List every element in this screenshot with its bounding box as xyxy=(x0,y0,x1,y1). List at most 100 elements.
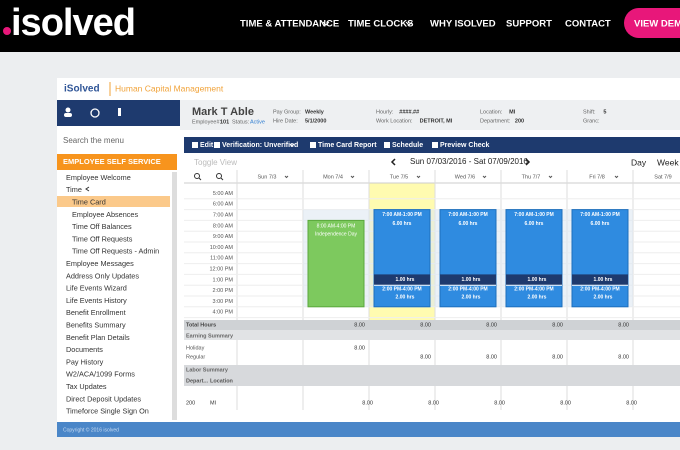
field-value: 5/1/2000 xyxy=(305,118,326,124)
summary-band xyxy=(184,365,680,386)
event-holiday[interactable] xyxy=(307,219,365,308)
menu-item[interactable]: Time Off Balances xyxy=(72,222,132,231)
menu-item[interactable]: Address Only Updates xyxy=(66,271,139,280)
day-header[interactable]: Sat 7/9 xyxy=(654,174,671,180)
event-break xyxy=(374,274,430,286)
event-break xyxy=(440,274,496,286)
day-header[interactable]: Sun 7/3 xyxy=(258,174,277,180)
summary-value: 8.00 xyxy=(428,400,439,406)
menu-item[interactable]: Benefits Summary xyxy=(66,321,126,330)
toolbar-item[interactable]: Edit xyxy=(200,142,214,149)
nav-item[interactable]: CONTACT xyxy=(565,19,611,30)
view-option[interactable]: Day xyxy=(631,157,647,167)
toolbar-item[interactable]: Time Card Report xyxy=(318,142,377,149)
next-arrow[interactable] xyxy=(525,158,531,166)
zoom-handle xyxy=(198,177,202,181)
field-value: ####.## xyxy=(399,109,419,115)
field-label: Department: xyxy=(480,118,511,124)
view-option[interactable]: Week xyxy=(657,157,679,167)
menu-item[interactable]: Life Events Wizard xyxy=(66,284,127,293)
brand: iSolved xyxy=(64,84,100,95)
menu-item[interactable]: Life Events History xyxy=(66,296,127,305)
demo-button[interactable] xyxy=(624,8,680,38)
menu-item[interactable]: Employee Messages xyxy=(66,259,134,268)
time-label: 5:00 AM xyxy=(213,191,234,197)
field-value: MI xyxy=(509,109,516,115)
event-time: 7:00 AM-1:00 PM xyxy=(580,212,620,218)
summary-value: 200 xyxy=(186,400,195,406)
time-label: 7:00 AM xyxy=(213,212,234,218)
event-shift[interactable] xyxy=(439,209,497,308)
event-shift[interactable] xyxy=(505,209,563,308)
search[interactable]: Search the menu xyxy=(63,136,124,145)
summary-label: Depart... xyxy=(186,378,208,384)
day-header[interactable]: Wed 7/6 xyxy=(455,174,475,180)
scrollbar xyxy=(172,172,177,420)
field-value: 5 xyxy=(603,109,606,115)
field-label: Hire Date: xyxy=(273,118,298,124)
toolbar-icon xyxy=(310,142,316,148)
menu-item[interactable]: Time xyxy=(66,185,82,194)
event-break-text: 1.00 hrs xyxy=(528,277,547,283)
menu-item[interactable]: Tax Updates xyxy=(66,382,107,391)
menu-item[interactable]: W2/ACA/1099 Forms xyxy=(66,370,135,379)
menu-item[interactable]: Time Card xyxy=(72,198,106,207)
time-label: 4:00 PM xyxy=(213,310,234,316)
event-break xyxy=(506,274,562,286)
nav-item[interactable]: TIME CLOCKS xyxy=(348,19,413,30)
menu-item[interactable]: Time Off Requests xyxy=(72,234,133,243)
summary-value: 8.00 xyxy=(552,354,563,360)
event-shift[interactable] xyxy=(571,209,629,308)
demo-button-label[interactable]: VIEW DEMO xyxy=(634,19,680,30)
summary-label: Earning Summary xyxy=(186,333,234,339)
dropdown-caret xyxy=(284,175,289,179)
field-label: Work Location: xyxy=(376,118,413,124)
nav-item[interactable]: WHY ISOLVED xyxy=(430,19,496,30)
toolbar-item[interactable]: Preview Check xyxy=(440,142,490,149)
menu-item[interactable]: Benefit Enrollment xyxy=(66,308,126,317)
date-range[interactable]: Sun 07/03/2016 - Sat 07/09/2016 xyxy=(410,157,528,166)
event-shift[interactable] xyxy=(373,209,431,308)
menu-item[interactable]: Direct Deposit Updates xyxy=(66,394,141,403)
day-header[interactable]: Tue 7/5 xyxy=(390,174,408,180)
dropdown-caret xyxy=(614,175,619,179)
summary-value: 8.00 xyxy=(354,322,365,328)
day-header[interactable]: Thu 7/7 xyxy=(522,174,541,180)
employee-name: Mark T Able xyxy=(192,106,254,118)
field-label: Hourly: xyxy=(376,109,394,115)
menu-item[interactable]: Documents xyxy=(66,345,103,354)
event-break-text: 1.00 hrs xyxy=(462,277,481,283)
nav-item[interactable]: TIME & ATTENDANCE xyxy=(240,19,339,30)
summary-value: 8.00 xyxy=(494,400,505,406)
toolbar-item[interactable]: Verification: Unverified xyxy=(222,142,298,149)
menu-item[interactable]: Benefit Plan Details xyxy=(66,333,130,342)
day-header[interactable]: Fri 7/8 xyxy=(589,174,605,180)
field-value: Weekly xyxy=(305,109,325,115)
menu-item[interactable]: Timeforce Single Sign On xyxy=(66,407,149,416)
field-value: DETROIT, MI xyxy=(420,118,453,124)
employee-header xyxy=(180,100,680,130)
dropdown-caret xyxy=(482,175,487,179)
menu-item[interactable]: Time Off Requests - Admin xyxy=(72,247,159,256)
prev-arrow[interactable] xyxy=(390,158,396,166)
menu-item[interactable]: Pay History xyxy=(66,357,104,366)
nav-item[interactable]: SUPPORT xyxy=(506,19,552,30)
event-time: 2:00 PM-4:00 PM xyxy=(514,287,553,293)
day-header[interactable]: Mon 7/4 xyxy=(323,174,343,180)
field-value: 101 xyxy=(220,119,229,125)
toolbar-item[interactable]: Schedule xyxy=(392,142,423,149)
zoom-icon[interactable] xyxy=(194,173,200,179)
time-label: 3:00 PM xyxy=(213,299,234,305)
menu-item[interactable]: Employee Welcome xyxy=(66,173,131,182)
event-text: 6.00 hrs xyxy=(393,221,412,227)
toggle-view[interactable]: Toggle View xyxy=(194,158,237,167)
event-text: 6.00 hrs xyxy=(591,221,610,227)
summary-label: Labor Summary xyxy=(186,367,229,373)
time-label: 6:00 AM xyxy=(213,202,234,208)
footer-text: Copyright © 2016 isolved xyxy=(63,426,119,433)
zoom-icon[interactable] xyxy=(216,173,222,179)
menu-item[interactable]: Employee Absences xyxy=(72,210,138,219)
event-text: 2.00 hrs xyxy=(528,295,547,301)
event-text: Independence Day xyxy=(315,232,357,238)
